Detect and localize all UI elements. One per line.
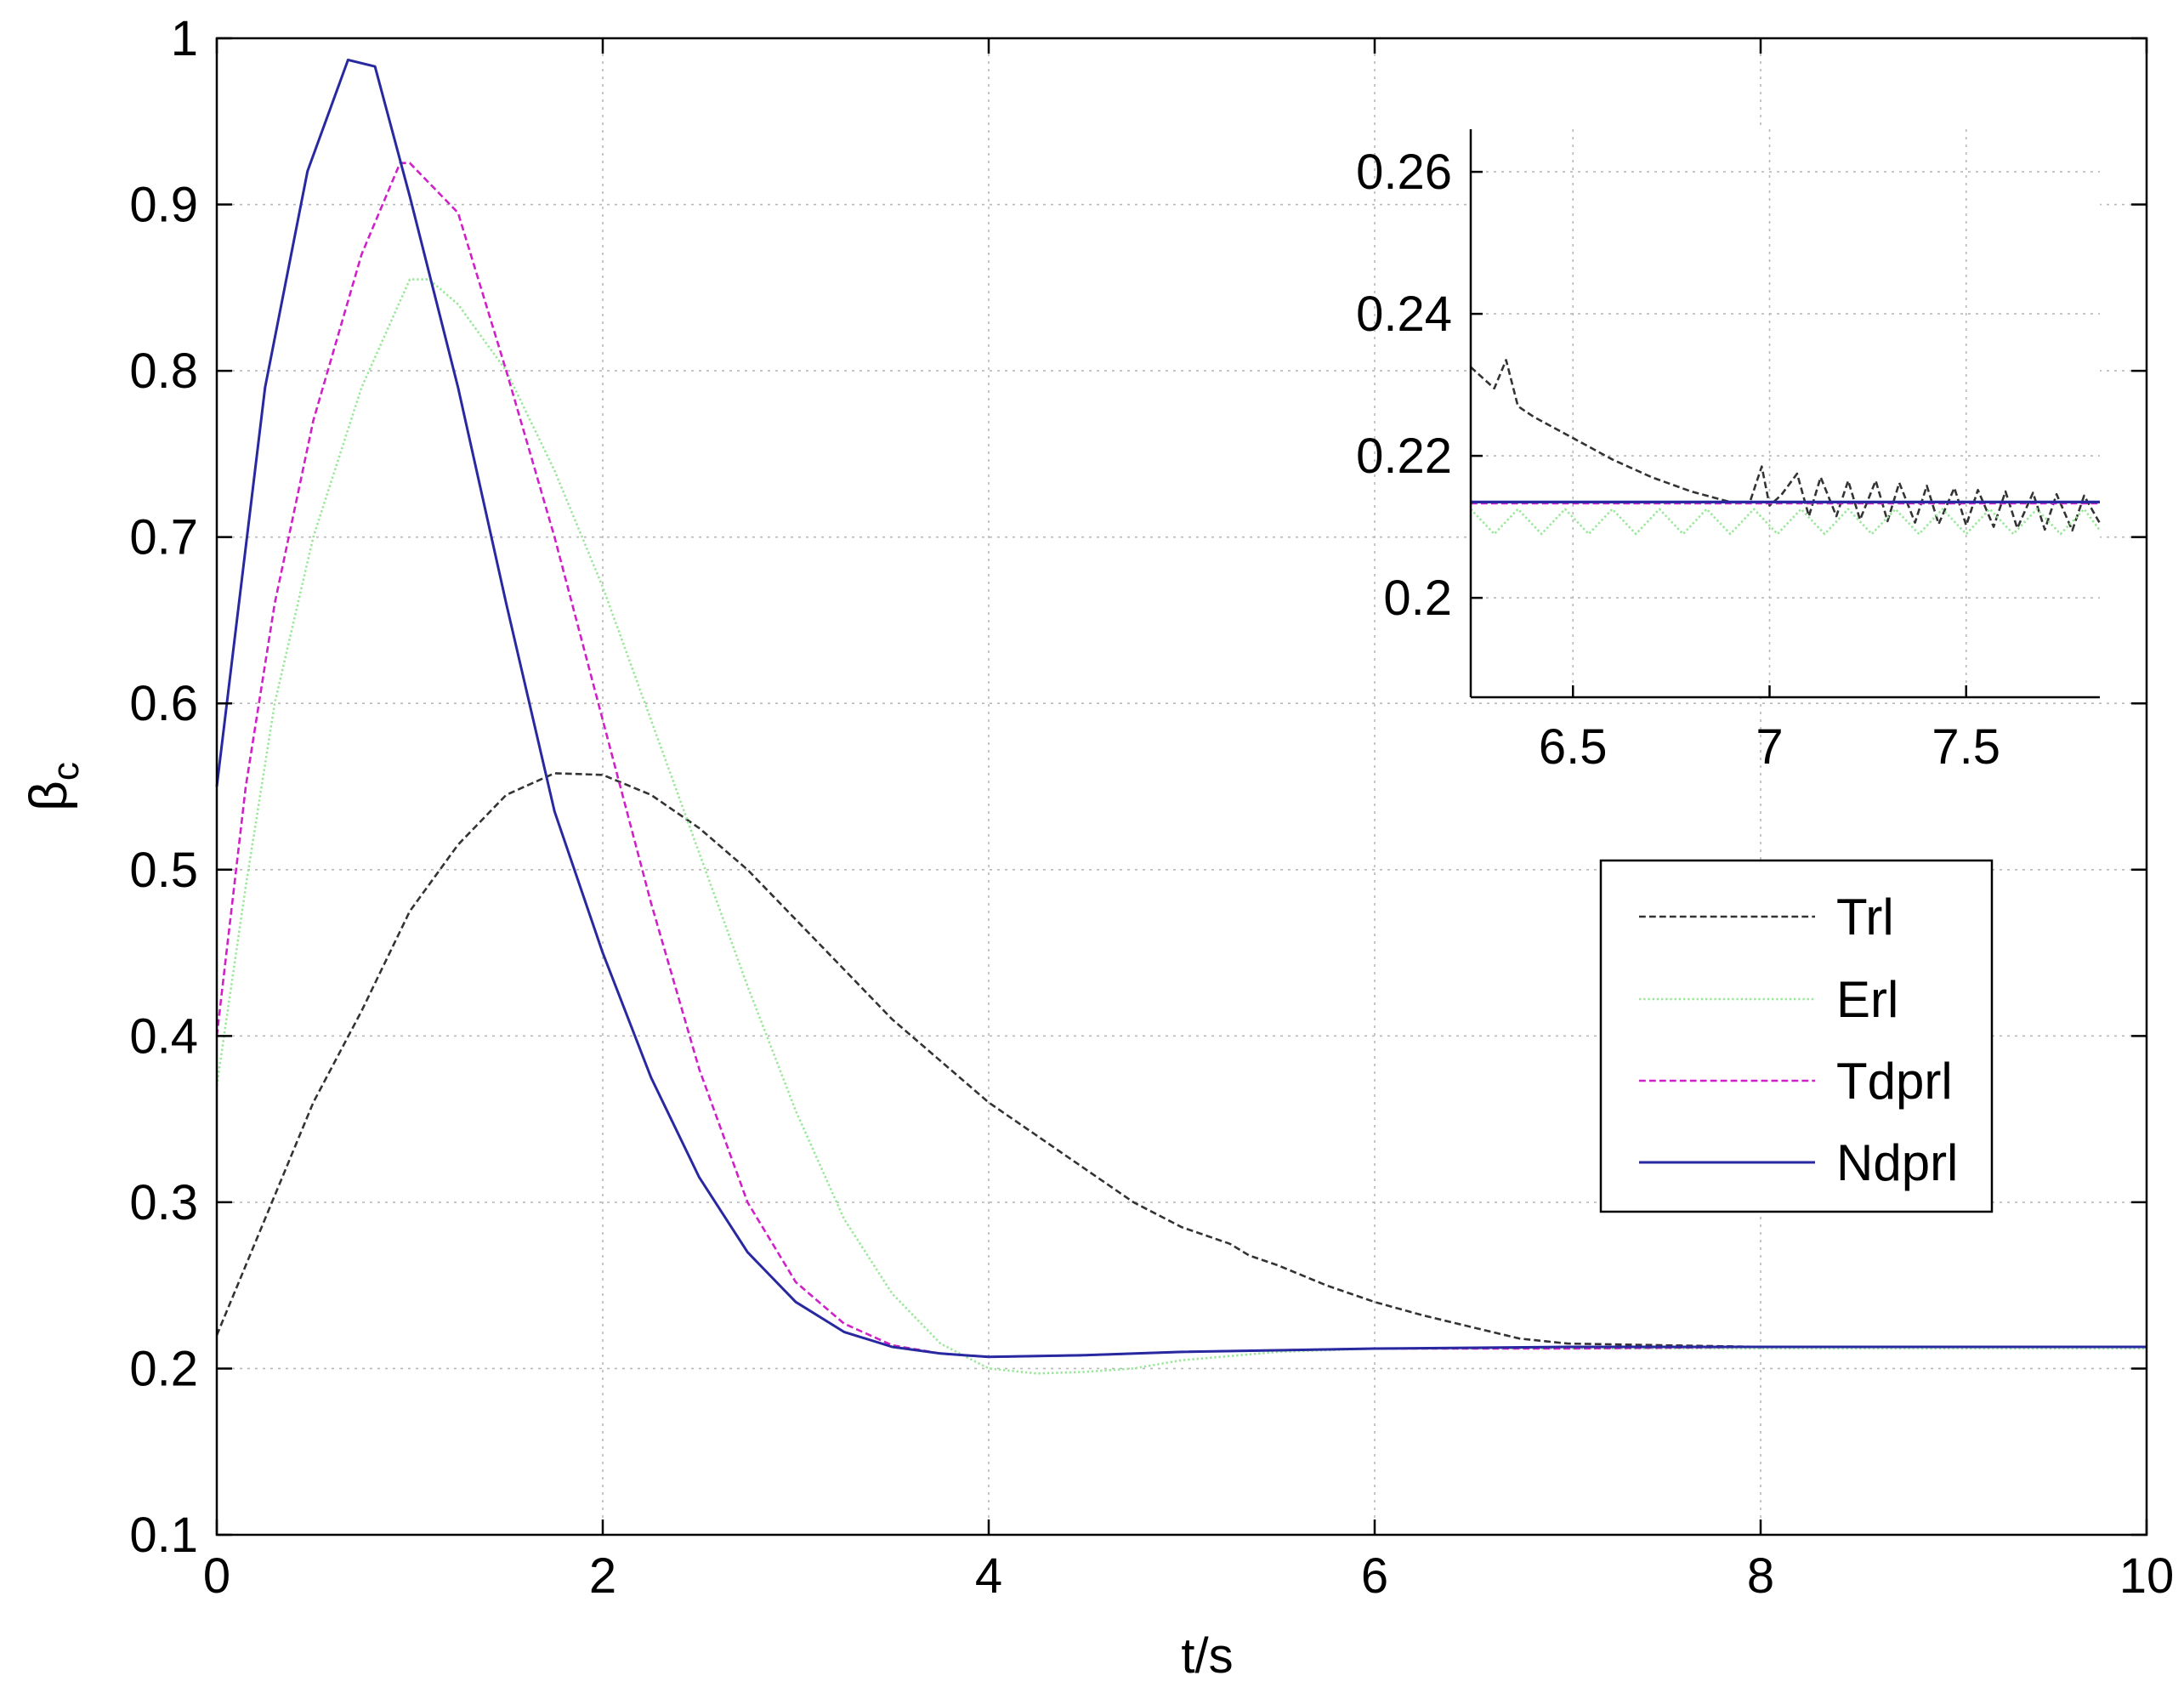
legend-label-ndprl: Ndprl bbox=[1836, 1134, 1958, 1191]
main-x-tick-label: 2 bbox=[589, 1548, 616, 1604]
inset-x-tick-label: 7.5 bbox=[1932, 719, 2000, 775]
main-y-tick-label: 0.6 bbox=[129, 676, 198, 731]
inset-ticks: 6.5 7 7.5 0.2 0.22 0.24 0.26 bbox=[1356, 145, 2000, 775]
inset-x-tick-label: 6.5 bbox=[1539, 719, 1608, 775]
inset-grid bbox=[1471, 129, 2100, 697]
main-y-tick-label: 0.8 bbox=[129, 344, 198, 399]
inset-y-tick-label: 0.26 bbox=[1356, 145, 1452, 200]
inset-y-tick-label: 0.24 bbox=[1356, 287, 1452, 342]
inset-y-tick-label: 0.2 bbox=[1383, 571, 1452, 626]
main-x-tick-label: 0 bbox=[203, 1548, 230, 1604]
inset-series-line-trl bbox=[1470, 359, 2102, 532]
main-ticks: 0 2 4 6 8 10 0.1 0.2 0.3 0.4 0.5 0.6 0.7 0.8 0.9 1 bbox=[129, 11, 2174, 1604]
inset-background bbox=[1471, 129, 2100, 697]
main-series-group bbox=[215, 58, 2147, 1375]
main-y-tick-label: 1 bbox=[171, 11, 198, 66]
main-plot-frame bbox=[215, 37, 2148, 1536]
inset-axes bbox=[1469, 129, 2100, 699]
main-y-axis-label-sub: c bbox=[45, 762, 87, 781]
inset-y-tick-label: 0.22 bbox=[1356, 429, 1452, 484]
main-series-line-ndprl bbox=[215, 58, 2147, 1359]
main-y-axis-label-main: β bbox=[20, 781, 78, 811]
main-y-tick-label: 0.4 bbox=[129, 1008, 198, 1064]
main-y-tick-label: 0.7 bbox=[129, 510, 198, 565]
legend-box bbox=[1599, 859, 1994, 1213]
main-y-tick-label: 0.1 bbox=[129, 1508, 198, 1563]
legend-label-tdprl: Tdprl bbox=[1836, 1053, 1953, 1110]
inset-series-group bbox=[1470, 359, 2102, 536]
main-series-line-trl bbox=[215, 772, 2147, 1349]
inset-x-tick-label: 7 bbox=[1756, 719, 1783, 775]
main-x-tick-label: 6 bbox=[1361, 1548, 1388, 1604]
main-y-axis-label: βc bbox=[20, 762, 87, 811]
main-x-tick-label: 8 bbox=[1747, 1548, 1774, 1604]
main-x-tick-label: 10 bbox=[2119, 1548, 2175, 1604]
main-y-tick-label: 0.2 bbox=[129, 1341, 198, 1396]
main-x-axis-label: t/s bbox=[1181, 1628, 1233, 1684]
legend-label-trl: Trl bbox=[1836, 889, 1894, 946]
main-y-tick-label: 0.5 bbox=[129, 843, 198, 898]
main-x-tick-label: 4 bbox=[975, 1548, 1002, 1604]
legend-label-erl: Erl bbox=[1836, 971, 1898, 1028]
main-y-tick-label: 0.9 bbox=[129, 178, 198, 233]
legend: Trl Erl Tdprl Ndprl bbox=[1599, 859, 1994, 1213]
main-y-tick-label: 0.3 bbox=[129, 1175, 198, 1230]
